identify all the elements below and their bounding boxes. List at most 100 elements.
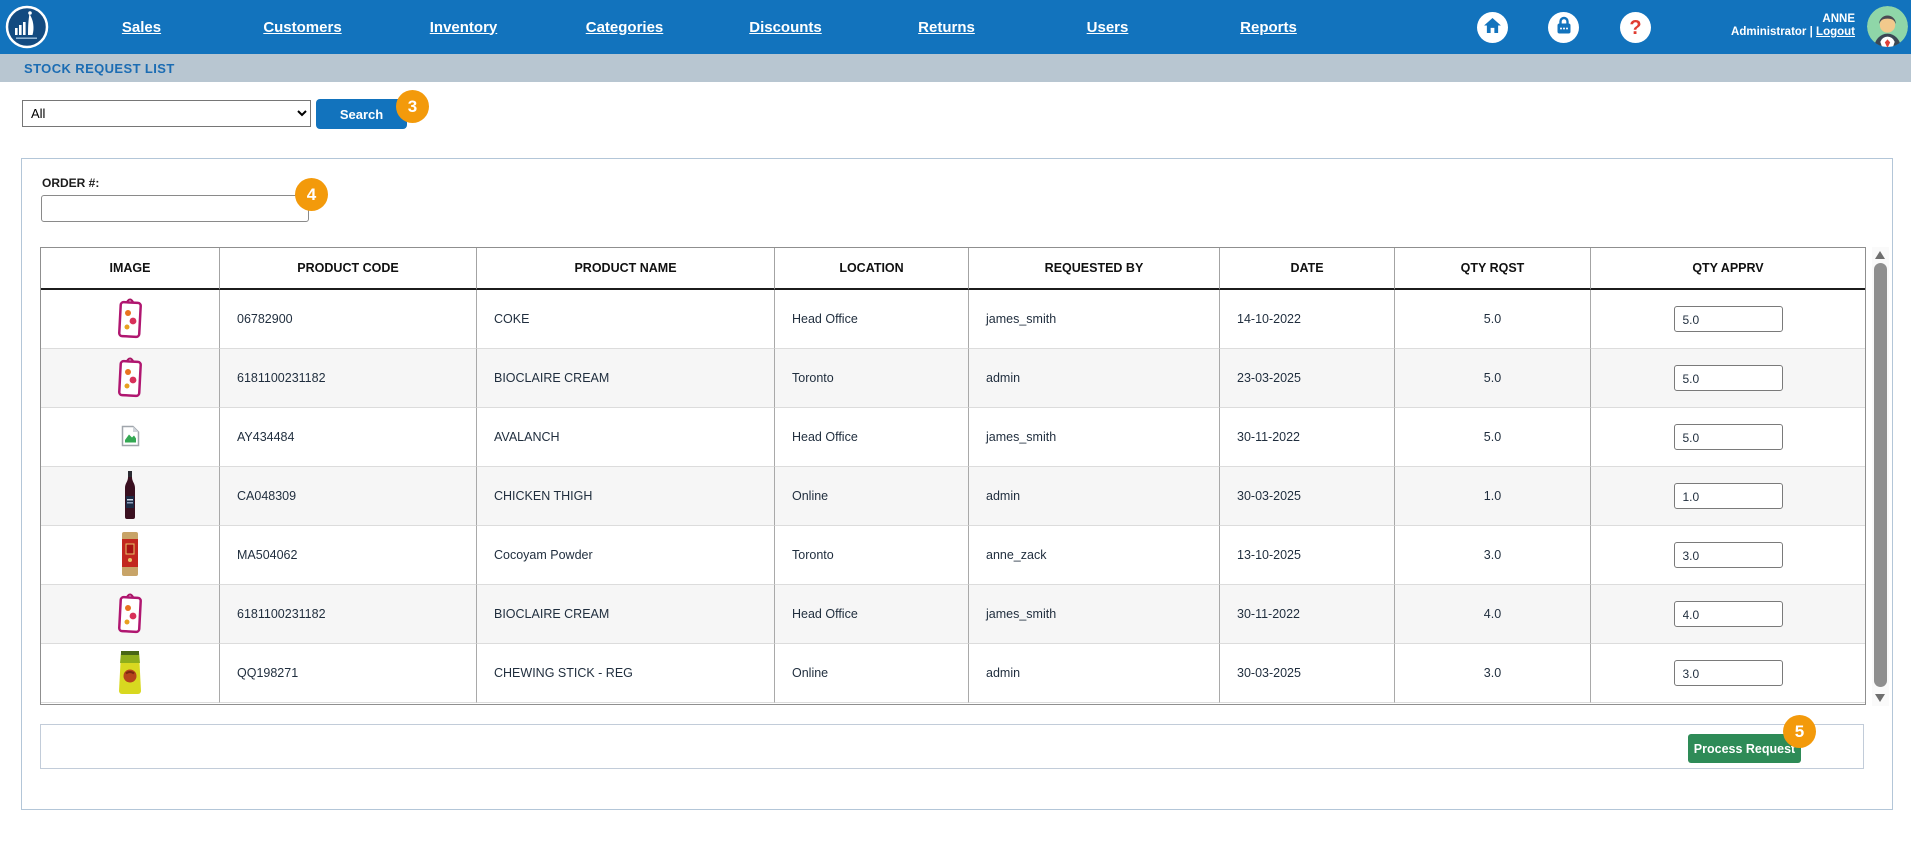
qty-requested-cell: 1.0: [1395, 467, 1591, 526]
column-header-rqst: QTY RQST: [1395, 248, 1591, 290]
product-name-cell: Cocoyam Powder: [477, 526, 775, 585]
order-number-input[interactable]: [41, 195, 309, 222]
product-name-cell: AVALANCH: [477, 408, 775, 467]
menu-item-categories[interactable]: Categories: [585, 18, 664, 36]
breadcrumb-bar: STOCK REQUEST LIST: [0, 54, 1911, 82]
search-button[interactable]: Search: [316, 99, 407, 129]
user-role: Administrator: [1731, 26, 1807, 38]
user-info: ANNE Administrator | Logout: [1731, 13, 1855, 39]
app-logo-icon[interactable]: [5, 5, 49, 49]
qty-approved-input[interactable]: [1673, 483, 1783, 509]
footer-bar: Process Request: [40, 724, 1864, 769]
product-image: [117, 649, 143, 698]
date-cell: 30-03-2025: [1220, 467, 1395, 526]
requested-by-cell: james_smith: [969, 408, 1220, 467]
table-row: QQ198271 CHEWING STICK - REG Online admin 30…: [41, 644, 1865, 703]
table-header-row: IMAGE PRODUCT CODE PRODUCT NAME LOCATION REQ…: [41, 248, 1865, 290]
location-cell: Toronto: [775, 526, 969, 585]
order-number-label: ORDER #:: [42, 176, 100, 190]
product-image: [122, 470, 138, 523]
qty-approved-input[interactable]: [1673, 660, 1783, 686]
product-code-cell: 6181100231182: [220, 349, 477, 408]
qty-approved-cell: [1591, 290, 1865, 349]
column-header-code: PRODUCT CODE: [220, 248, 477, 290]
qty-approved-input[interactable]: [1673, 424, 1783, 450]
menu-item-users[interactable]: Users: [1086, 18, 1129, 36]
column-header-req: REQUESTED BY: [969, 248, 1220, 290]
date-cell: 30-03-2025: [1220, 644, 1395, 703]
main-menu: Sales Customers Inventory Categories Discoun…: [61, 0, 1349, 54]
qty-approved-cell: [1591, 408, 1865, 467]
table-row: 6181100231182 BIOCLAIRE CREAM Head Office j…: [41, 585, 1865, 644]
product-image-cell: [41, 585, 220, 644]
tutorial-badge-4: 4: [295, 178, 328, 211]
table-row: CA048309 CHICKEN THIGH Online admin 30-03-20…: [41, 467, 1865, 526]
scrollbar-down-arrow-icon[interactable]: [1875, 694, 1885, 702]
product-name-cell: COKE: [477, 290, 775, 349]
qty-requested-cell: 4.0: [1395, 585, 1591, 644]
product-image: [115, 591, 145, 637]
qty-approved-cell: [1591, 467, 1865, 526]
qty-approved-input[interactable]: [1673, 365, 1783, 391]
top-nav: Sales Customers Inventory Categories Discoun…: [0, 0, 1911, 54]
product-name-cell: BIOCLAIRE CREAM: [477, 585, 775, 644]
lock-icon: [1556, 16, 1572, 39]
qty-requested-cell: 5.0: [1395, 290, 1591, 349]
requested-by-cell: admin: [969, 467, 1220, 526]
menu-item-inventory[interactable]: Inventory: [429, 18, 498, 36]
qty-approved-input[interactable]: [1673, 601, 1783, 627]
qty-approved-cell: [1591, 644, 1865, 703]
home-button[interactable]: [1477, 12, 1508, 43]
product-code-cell: AY434484: [220, 408, 477, 467]
date-cell: 13-10-2025: [1220, 526, 1395, 585]
table-scrollbar[interactable]: [1872, 247, 1889, 706]
qty-approved-input[interactable]: [1673, 542, 1783, 568]
product-image-cell: [41, 467, 220, 526]
table-row: AY434484 AVALANCH Head Office james_smith 30…: [41, 408, 1865, 467]
column-header-name: PRODUCT NAME: [477, 248, 775, 290]
menu-item-discounts[interactable]: Discounts: [749, 18, 822, 36]
location-cell: Head Office: [775, 585, 969, 644]
qty-requested-cell: 3.0: [1395, 526, 1591, 585]
product-image: [115, 296, 145, 342]
menu-item-returns[interactable]: Returns: [918, 18, 975, 36]
process-request-button[interactable]: Process Request: [1688, 734, 1801, 763]
product-image: [121, 425, 140, 450]
product-name-cell: CHICKEN THIGH: [477, 467, 775, 526]
help-button[interactable]: ?: [1620, 12, 1651, 43]
scrollbar-up-arrow-icon[interactable]: [1875, 251, 1885, 259]
requested-by-cell: james_smith: [969, 585, 1220, 644]
qty-approved-input[interactable]: [1673, 306, 1783, 332]
product-code-cell: MA504062: [220, 526, 477, 585]
column-header-img: IMAGE: [41, 248, 220, 290]
product-code-cell: 06782900: [220, 290, 477, 349]
scrollbar-thumb[interactable]: [1874, 263, 1887, 687]
avatar[interactable]: [1867, 6, 1908, 47]
date-cell: 23-03-2025: [1220, 349, 1395, 408]
requested-by-cell: admin: [969, 349, 1220, 408]
product-image-cell: [41, 408, 220, 467]
table-row: 6181100231182 BIOCLAIRE CREAM Toronto admin…: [41, 349, 1865, 408]
user-name: ANNE: [1822, 13, 1855, 25]
location-filter-select[interactable]: All: [22, 100, 311, 127]
product-image: [120, 531, 140, 580]
product-code-cell: QQ198271: [220, 644, 477, 703]
home-icon: [1484, 17, 1501, 38]
qty-requested-cell: 5.0: [1395, 408, 1591, 467]
location-cell: Head Office: [775, 290, 969, 349]
qty-requested-cell: 5.0: [1395, 349, 1591, 408]
product-name-cell: CHEWING STICK - REG: [477, 644, 775, 703]
page-title: STOCK REQUEST LIST: [24, 60, 175, 76]
logout-link[interactable]: Logout: [1816, 26, 1855, 38]
tutorial-badge-5: 5: [1783, 715, 1816, 748]
qty-approved-cell: [1591, 585, 1865, 644]
date-cell: 14-10-2022: [1220, 290, 1395, 349]
menu-item-customers[interactable]: Customers: [263, 18, 342, 36]
column-header-date: DATE: [1220, 248, 1395, 290]
requested-by-cell: anne_zack: [969, 526, 1220, 585]
table-row: MA504062 Cocoyam Powder Toronto anne_zack 13…: [41, 526, 1865, 585]
menu-item-sales[interactable]: Sales: [121, 18, 162, 36]
menu-item-reports[interactable]: Reports: [1240, 18, 1297, 36]
product-code-cell: 6181100231182: [220, 585, 477, 644]
lock-button[interactable]: [1548, 12, 1579, 43]
